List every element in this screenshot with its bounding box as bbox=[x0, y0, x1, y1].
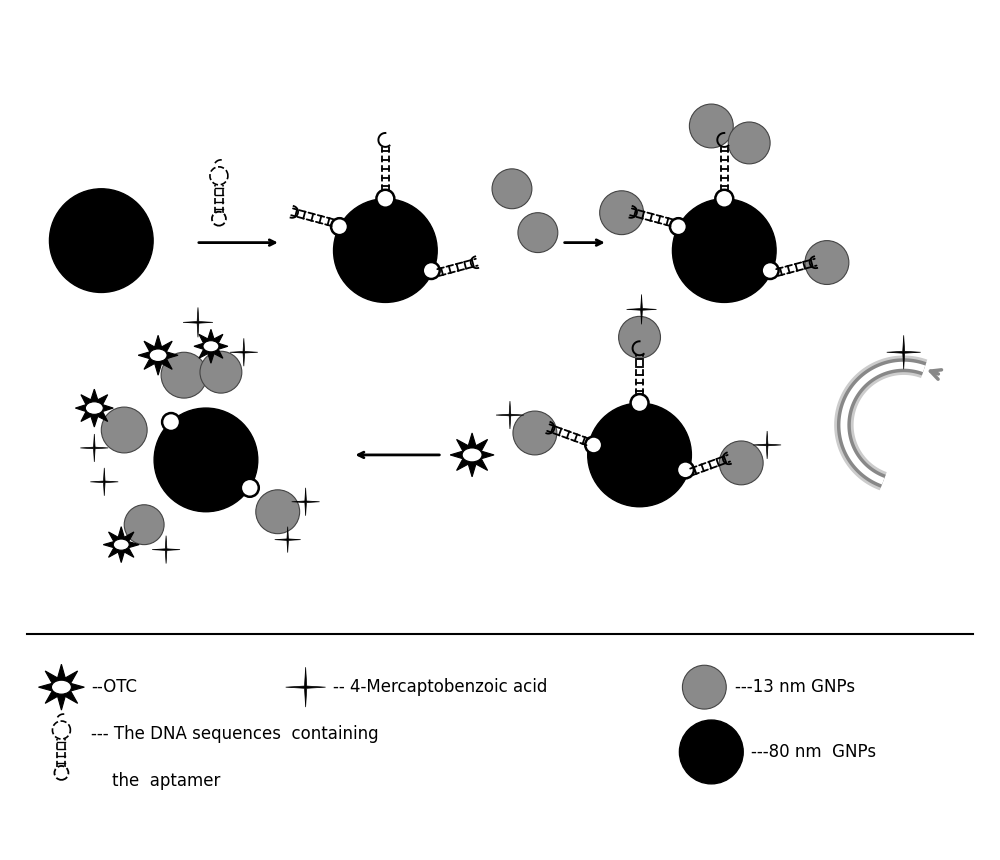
Ellipse shape bbox=[85, 402, 103, 415]
Ellipse shape bbox=[203, 341, 219, 352]
Circle shape bbox=[49, 189, 153, 292]
Circle shape bbox=[682, 666, 726, 709]
Circle shape bbox=[423, 262, 440, 279]
Circle shape bbox=[679, 720, 743, 783]
Polygon shape bbox=[627, 294, 656, 324]
Circle shape bbox=[719, 441, 763, 485]
Ellipse shape bbox=[113, 539, 129, 550]
Polygon shape bbox=[286, 667, 326, 707]
Circle shape bbox=[672, 199, 776, 303]
Circle shape bbox=[588, 403, 691, 507]
Polygon shape bbox=[80, 434, 108, 462]
Text: ---13 nm GNPs: ---13 nm GNPs bbox=[735, 679, 855, 696]
Text: --- The DNA sequences  containing: --- The DNA sequences containing bbox=[91, 725, 379, 743]
Text: the  aptamer: the aptamer bbox=[91, 772, 221, 789]
Circle shape bbox=[715, 190, 733, 208]
Text: --OTC: --OTC bbox=[91, 679, 137, 696]
Circle shape bbox=[154, 408, 258, 512]
Circle shape bbox=[492, 169, 532, 209]
Text: ---80 nm  GNPs: ---80 nm GNPs bbox=[751, 743, 876, 761]
Circle shape bbox=[689, 104, 733, 148]
Polygon shape bbox=[450, 433, 494, 476]
Circle shape bbox=[805, 241, 849, 285]
Circle shape bbox=[331, 218, 348, 235]
Polygon shape bbox=[75, 389, 113, 427]
Polygon shape bbox=[887, 335, 921, 369]
Polygon shape bbox=[103, 526, 139, 562]
Circle shape bbox=[161, 353, 207, 398]
Circle shape bbox=[600, 191, 644, 235]
Text: -- 4-Mercaptobenzoic acid: -- 4-Mercaptobenzoic acid bbox=[333, 679, 547, 696]
Polygon shape bbox=[138, 335, 178, 375]
Polygon shape bbox=[194, 329, 228, 363]
Circle shape bbox=[513, 411, 557, 455]
Polygon shape bbox=[90, 468, 118, 495]
Circle shape bbox=[124, 505, 164, 544]
Circle shape bbox=[162, 413, 180, 431]
Circle shape bbox=[670, 218, 687, 235]
Polygon shape bbox=[496, 401, 524, 429]
Ellipse shape bbox=[462, 448, 482, 462]
Circle shape bbox=[631, 394, 649, 412]
Circle shape bbox=[101, 407, 147, 453]
Circle shape bbox=[376, 190, 394, 208]
Circle shape bbox=[518, 212, 558, 253]
Circle shape bbox=[677, 462, 694, 478]
Circle shape bbox=[585, 437, 602, 453]
Ellipse shape bbox=[51, 680, 71, 694]
Circle shape bbox=[241, 479, 259, 497]
Circle shape bbox=[728, 122, 770, 164]
Circle shape bbox=[200, 351, 242, 393]
Circle shape bbox=[212, 212, 226, 225]
Polygon shape bbox=[275, 526, 301, 553]
Polygon shape bbox=[230, 338, 258, 366]
Ellipse shape bbox=[149, 349, 167, 361]
Circle shape bbox=[256, 490, 300, 534]
Circle shape bbox=[334, 199, 437, 303]
Circle shape bbox=[762, 262, 779, 279]
Polygon shape bbox=[183, 307, 213, 337]
Circle shape bbox=[54, 766, 68, 780]
Polygon shape bbox=[292, 488, 320, 516]
Polygon shape bbox=[38, 664, 84, 710]
Circle shape bbox=[619, 316, 660, 359]
Polygon shape bbox=[753, 431, 781, 459]
Polygon shape bbox=[152, 536, 180, 563]
